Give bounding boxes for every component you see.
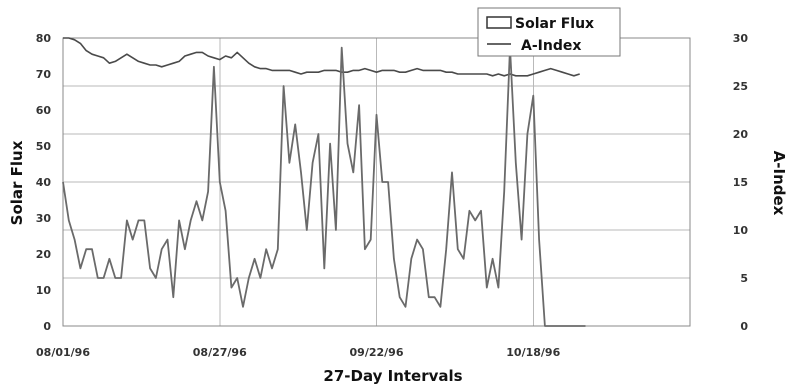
y-tick-label: 50 (36, 140, 52, 153)
y-tick-label: 10 (36, 284, 52, 297)
y-tick-label: 60 (36, 104, 52, 117)
legend-label-a-index: A-Index (521, 38, 581, 54)
x-tick-label: 08/01/96 (36, 346, 90, 359)
y-axis-title: Solar Flux (8, 140, 26, 225)
legend-swatch-solar-flux (486, 16, 512, 29)
y2-tick-label: 15 (733, 176, 748, 189)
x-axis-title: 27-Day Intervals (323, 367, 462, 385)
y-tick-label: 0 (43, 320, 51, 333)
x-tick-label: 09/22/96 (350, 346, 404, 359)
y-tick-label: 30 (36, 212, 52, 225)
y-tick-label: 70 (36, 68, 52, 81)
y2-tick-label: 25 (733, 80, 748, 93)
legend-box (477, 7, 621, 57)
legend: Solar Flux A-Index (477, 7, 621, 57)
y2-tick-label: 0 (740, 320, 748, 333)
y2-tick-label: 20 (733, 128, 749, 141)
y2-tick-label: 10 (733, 224, 749, 237)
x-tick-label: 10/18/96 (506, 346, 560, 359)
y2-axis-title: A-Index (770, 151, 787, 216)
series-layer (62, 37, 586, 327)
y-tick-label: 20 (36, 248, 52, 261)
series-line-solar-flux (63, 37, 580, 77)
y2-tick-label: 30 (733, 32, 749, 45)
y-tick-label: 40 (36, 176, 52, 189)
grid-layer (62, 37, 691, 327)
y-tick-label: 80 (36, 32, 52, 45)
x-tick-label: 08/27/96 (193, 346, 247, 359)
y2-tick-label: 5 (740, 272, 748, 285)
axis-layer: 0 10 20 30 40 50 60 70 80 0 5 10 15 20 25 30 08/01/96 08/… (36, 32, 749, 359)
series-line-a-index (62, 46, 586, 327)
legend-label-solar-flux: Solar Flux (515, 16, 594, 32)
